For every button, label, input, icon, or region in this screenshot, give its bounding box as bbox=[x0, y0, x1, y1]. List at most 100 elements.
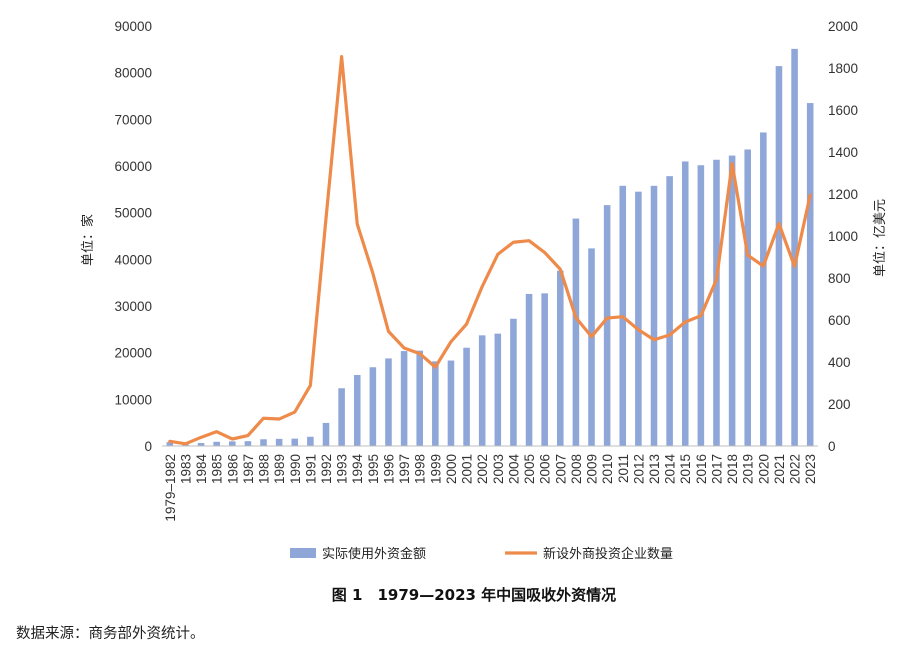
bar-1997 bbox=[400, 351, 408, 446]
legend-swatch-bar bbox=[290, 548, 316, 558]
legend-item-line: 新设外商投资企业数量 bbox=[505, 546, 673, 562]
left-tick-label: 70000 bbox=[114, 112, 152, 127]
x-tick-label: 1992 bbox=[319, 454, 334, 484]
x-tick-label: 2001 bbox=[460, 454, 475, 484]
bar-1996 bbox=[385, 358, 392, 446]
bar-2017 bbox=[713, 159, 720, 446]
x-tick-label: 2000 bbox=[444, 454, 459, 484]
right-tick-label: 600 bbox=[828, 313, 851, 328]
bar-1994 bbox=[353, 375, 361, 446]
x-tick-label: 2017 bbox=[709, 454, 724, 484]
bar-2005 bbox=[525, 293, 533, 446]
x-tick-label: 1988 bbox=[257, 454, 272, 484]
bar-1990 bbox=[291, 438, 299, 446]
right-tick-label: 1200 bbox=[828, 187, 858, 202]
right-axis-title: 单位：亿美元 bbox=[873, 199, 888, 277]
bar-2018 bbox=[728, 155, 736, 446]
bar-1999 bbox=[432, 361, 439, 446]
right-tick-label: 400 bbox=[828, 355, 851, 370]
bar-1989 bbox=[275, 438, 283, 446]
bar-2023 bbox=[806, 103, 814, 446]
x-tick-label: 2007 bbox=[553, 454, 568, 484]
bar-2001 bbox=[463, 347, 470, 446]
bar-2006 bbox=[541, 293, 548, 446]
bar-1986 bbox=[229, 441, 236, 446]
x-tick-label: 1997 bbox=[397, 454, 412, 484]
right-tick-label: 1400 bbox=[828, 145, 858, 160]
bar-2015 bbox=[681, 161, 689, 446]
x-tick-label: 2016 bbox=[694, 454, 709, 484]
x-tick-label: 1993 bbox=[335, 454, 350, 484]
legend-label-line: 新设外商投资企业数量 bbox=[543, 546, 673, 562]
bar-2019 bbox=[744, 149, 751, 447]
legend-item-bar: 实际使用外资金额 bbox=[290, 546, 426, 562]
left-axis-ticks: 0 10000 20000 30000 40000 50000 60000 70000 8000… bbox=[114, 19, 152, 454]
bar-1979–1982 bbox=[166, 442, 174, 446]
x-tick-label: 1996 bbox=[381, 454, 396, 484]
bar-2010 bbox=[603, 205, 611, 446]
left-tick-label: 30000 bbox=[114, 299, 152, 314]
right-tick-label: 1600 bbox=[828, 103, 858, 118]
x-tick-label: 1995 bbox=[366, 454, 381, 484]
bar-2020 bbox=[760, 132, 767, 446]
x-tick-label: 1985 bbox=[210, 454, 225, 484]
x-tick-label: 1984 bbox=[194, 454, 209, 485]
x-tick-label: 2004 bbox=[506, 454, 521, 485]
plot-area bbox=[162, 48, 818, 447]
x-tick-label: 2014 bbox=[663, 454, 678, 485]
right-tick-label: 1000 bbox=[828, 229, 858, 244]
x-tick-label: 2005 bbox=[522, 454, 537, 484]
x-tick-label: 2012 bbox=[631, 454, 646, 484]
x-tick-label: 1979–1982 bbox=[163, 454, 178, 522]
bar-2016 bbox=[697, 165, 705, 447]
x-tick-label: 2013 bbox=[647, 454, 662, 484]
x-tick-label: 2003 bbox=[491, 454, 506, 484]
bar-1992 bbox=[322, 422, 330, 446]
left-tick-label: 90000 bbox=[114, 19, 152, 34]
right-axis-ticks: 0 200 400 600 800 1000 1200 1400 1600 1800 2000 bbox=[828, 19, 858, 454]
bar-1985 bbox=[213, 441, 220, 446]
bar-2008 bbox=[572, 218, 580, 446]
bar-2003 bbox=[494, 333, 502, 446]
left-tick-label: 80000 bbox=[114, 66, 152, 81]
bar-series bbox=[166, 48, 814, 447]
left-tick-label: 0 bbox=[144, 439, 152, 454]
bar-2009 bbox=[588, 248, 595, 446]
x-tick-label: 1994 bbox=[350, 454, 365, 485]
x-tick-label: 2019 bbox=[741, 454, 756, 484]
bar-1984 bbox=[197, 443, 205, 446]
bar-1987 bbox=[244, 441, 252, 446]
x-tick-label: 1987 bbox=[241, 454, 256, 484]
left-axis-title: 单位：家 bbox=[80, 214, 96, 266]
legend: 实际使用外资金额 新设外商投资企业数量 bbox=[290, 546, 673, 562]
bar-1988 bbox=[260, 439, 267, 446]
left-tick-label: 10000 bbox=[114, 392, 152, 407]
right-tick-label: 200 bbox=[828, 397, 851, 412]
x-tick-label: 2022 bbox=[788, 454, 803, 484]
x-tick-label: 1983 bbox=[178, 454, 193, 484]
left-tick-label: 50000 bbox=[114, 206, 152, 221]
bar-1993 bbox=[338, 388, 345, 446]
x-tick-label: 1998 bbox=[413, 454, 428, 484]
bar-1998 bbox=[416, 350, 423, 446]
x-tick-label: 2020 bbox=[756, 454, 771, 484]
x-tick-label: 2021 bbox=[772, 454, 787, 484]
x-tick-label: 1991 bbox=[303, 454, 318, 484]
bar-2004 bbox=[510, 318, 517, 446]
left-tick-label: 60000 bbox=[114, 159, 152, 174]
x-tick-label: 2023 bbox=[803, 454, 818, 484]
x-tick-label: 1989 bbox=[272, 454, 287, 484]
x-tick-label: 2015 bbox=[678, 454, 693, 484]
x-tick-label: 2010 bbox=[600, 454, 615, 484]
right-tick-label: 800 bbox=[828, 271, 851, 286]
bar-1995 bbox=[369, 367, 377, 446]
bar-2012 bbox=[635, 191, 642, 446]
x-tick-label: 2011 bbox=[616, 454, 631, 483]
bar-2014 bbox=[666, 176, 673, 446]
line-series bbox=[168, 55, 812, 446]
bar-2022 bbox=[791, 48, 798, 446]
x-tick-label: 2006 bbox=[538, 454, 553, 484]
bar-2021 bbox=[775, 66, 783, 447]
x-tick-label: 2018 bbox=[725, 454, 740, 484]
